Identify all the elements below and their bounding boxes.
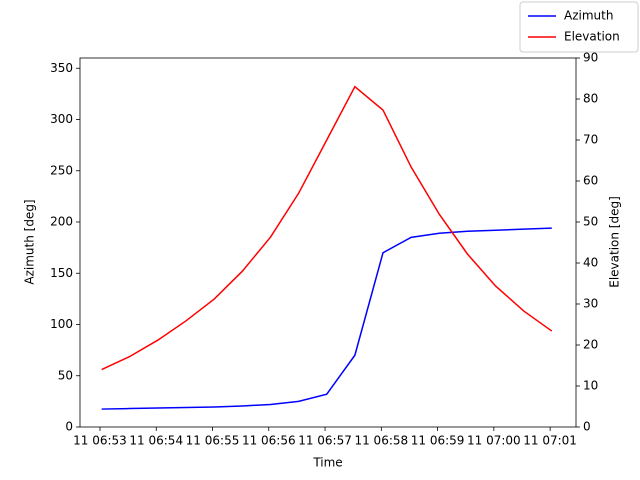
- y-tick-label: 0: [65, 420, 73, 434]
- x-tick-label: 11 06:53: [73, 434, 127, 448]
- x-tick-label: 11 06:57: [298, 434, 352, 448]
- y2-tick-label: 10: [583, 379, 598, 393]
- y2-tick-label: 40: [583, 256, 598, 270]
- y-tick-label: 150: [50, 266, 73, 280]
- y2-tick-label: 70: [583, 133, 598, 147]
- x-tick-label: 11 06:54: [129, 434, 183, 448]
- y2-tick-label: 30: [583, 297, 598, 311]
- y2-tick-label: 60: [583, 174, 598, 188]
- line-series: [101, 85, 553, 371]
- plot-frame: [79, 57, 577, 428]
- x-tick-label: 11 07:01: [523, 434, 577, 448]
- legend-label: Azimuth: [564, 9, 613, 23]
- y2-tick-label: 90: [583, 51, 598, 65]
- legend-label: Elevation: [564, 30, 620, 44]
- y2-tick-label: 80: [583, 92, 598, 106]
- legend-frame: [519, 1, 639, 53]
- y2-tick-label: 0: [583, 420, 591, 434]
- line-series: [101, 227, 552, 410]
- y-axis-label: Azimuth [deg]: [23, 199, 37, 284]
- y-tick-label: 100: [50, 317, 73, 331]
- y-tick-label: 350: [50, 61, 73, 75]
- x-tick-label: 11 06:56: [242, 434, 296, 448]
- x-tick-label: 11 07:00: [467, 434, 521, 448]
- x-tick-label: 11 06:59: [411, 434, 465, 448]
- y-tick-label: 300: [50, 112, 73, 126]
- y2-axis-label: Elevation [deg]: [608, 196, 622, 288]
- x-tick-label: 11 06:58: [354, 434, 408, 448]
- y2-tick-label: 50: [583, 215, 598, 229]
- legend: Azimuth Elevation: [519, 1, 639, 53]
- y-tick-label: 250: [50, 163, 73, 177]
- y2-tick-label: 20: [583, 338, 598, 352]
- x-tick-label: 11 06:55: [186, 434, 240, 448]
- y-tick-label: 50: [58, 368, 73, 382]
- x-axis-label: Time: [312, 456, 342, 470]
- y-tick-label: 200: [50, 215, 73, 229]
